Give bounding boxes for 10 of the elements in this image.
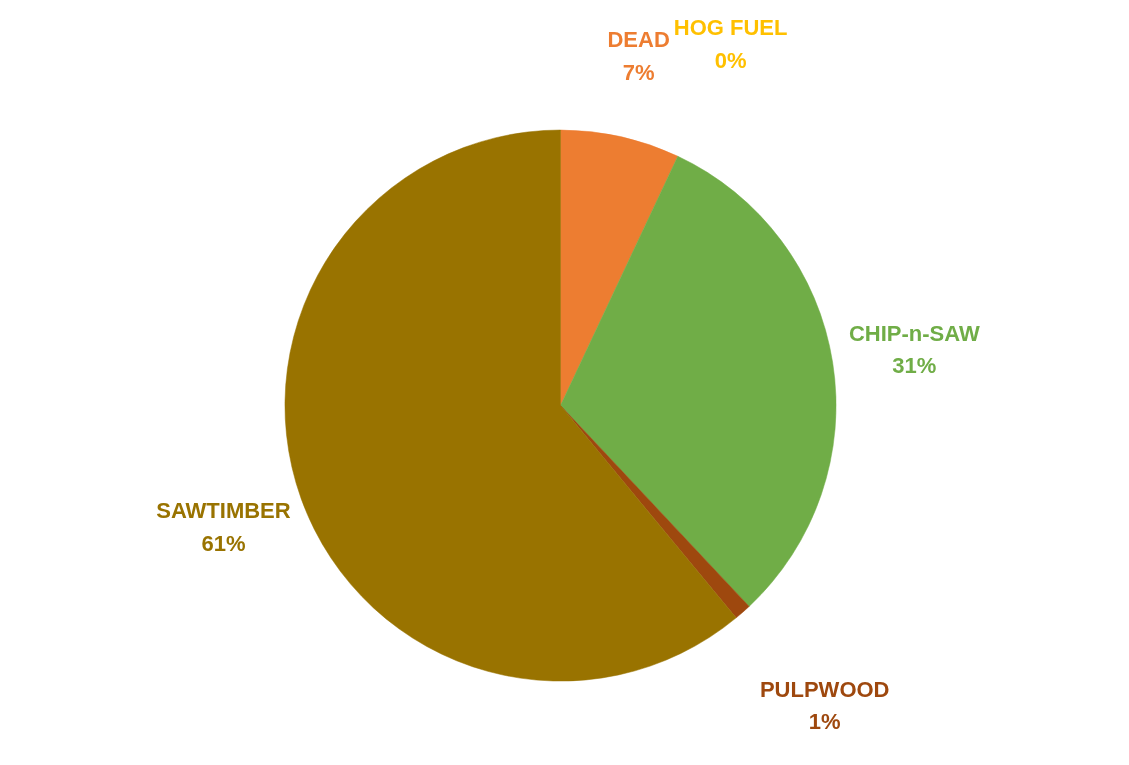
slice-label: CHIP-n-SAW bbox=[848, 320, 980, 346]
slice-label: DEAD bbox=[607, 27, 670, 53]
slice-label: SAWTIMBER bbox=[156, 498, 291, 524]
slice-label: PULPWOOD bbox=[759, 676, 890, 702]
category-label: HOG FUEL bbox=[673, 15, 788, 41]
data-label: 1% bbox=[808, 709, 841, 735]
data-label: 61% bbox=[201, 530, 246, 556]
text: 0% bbox=[714, 47, 747, 73]
data-label: 7% bbox=[622, 59, 655, 85]
data-label: 31% bbox=[892, 353, 937, 379]
